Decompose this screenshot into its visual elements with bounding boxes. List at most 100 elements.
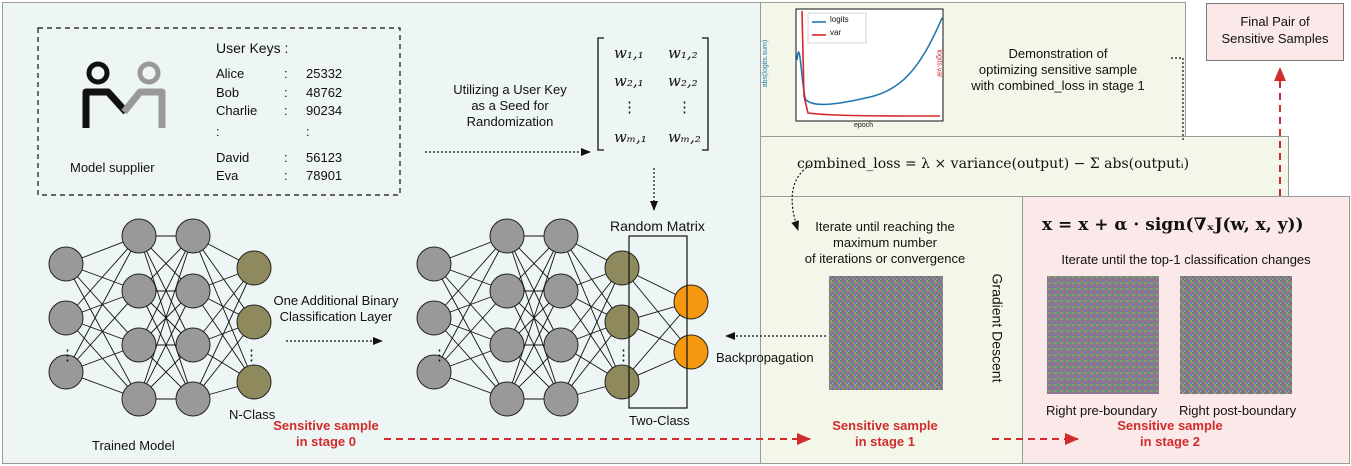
user-name: David xyxy=(216,150,250,165)
network-edge xyxy=(506,235,562,346)
plot-legend-var: var xyxy=(830,28,842,37)
demo-line1: Demonstration of xyxy=(1008,46,1108,61)
user-key: 78901 xyxy=(306,168,343,183)
dots: ⋮ xyxy=(616,347,631,364)
network-node xyxy=(121,218,157,254)
demo-line3: with combined_loss in stage 1 xyxy=(971,78,1145,93)
network-edge xyxy=(621,301,692,383)
random-matrix-label: Random Matrix xyxy=(610,218,705,234)
key-separator: : xyxy=(284,66,288,81)
network-node xyxy=(416,354,452,390)
network-edge xyxy=(560,267,623,400)
matrix-entry: wₘ,₂ xyxy=(668,128,701,146)
user-key: 48762 xyxy=(306,85,343,100)
network-node xyxy=(236,304,272,340)
stage1-iterate-1: Iterate until reaching the xyxy=(815,219,955,234)
final-pair-box xyxy=(1206,3,1344,61)
plot-xlabel: epoch xyxy=(854,122,874,129)
user-key: 56123 xyxy=(306,150,343,165)
extended-network xyxy=(416,218,709,417)
matrix-entry: w₁,₂ xyxy=(668,44,698,62)
stage2-caption-2: in stage 2 xyxy=(1140,434,1200,449)
network-edge xyxy=(138,235,194,346)
key-separator: : xyxy=(284,168,288,183)
seed-caption-1: Utilizing a User Key xyxy=(453,82,567,97)
matrix-entry: ⋮ xyxy=(622,98,637,116)
matrix-left-bracket xyxy=(597,37,604,151)
plot-ylabel-right: logits.var xyxy=(935,49,943,78)
network-edge xyxy=(433,290,508,373)
network-edge xyxy=(621,267,692,353)
network-node xyxy=(604,304,640,340)
dots: ⋮ xyxy=(244,347,259,364)
fgsm-formula: x = x + α · sign(∇ₓJ(w, x, y)) xyxy=(1042,215,1304,235)
network-node xyxy=(416,246,452,282)
plot-legend-logits: logits xyxy=(830,15,849,24)
pre-boundary-image xyxy=(1047,276,1159,394)
key-separator: : xyxy=(284,103,288,118)
network-edge xyxy=(560,290,623,383)
combined-loss-formula: combined_loss = λ × variance(output) − Σ… xyxy=(797,156,1190,172)
network-edge xyxy=(433,235,508,373)
network-node xyxy=(489,327,525,363)
network-edge xyxy=(138,290,194,400)
key-ellipsis-name: : xyxy=(216,124,220,139)
two-class-box xyxy=(628,235,688,409)
network-node xyxy=(543,273,579,309)
key-separator: : xyxy=(284,85,288,100)
dots: ⋮ xyxy=(60,347,75,364)
network-edge xyxy=(560,235,623,383)
network-node xyxy=(543,327,579,363)
user-key: 25332 xyxy=(306,66,343,81)
network-node xyxy=(489,381,525,417)
network-node xyxy=(543,381,579,417)
two-class-label: Two-Class xyxy=(629,413,690,428)
n-class-label: N-Class xyxy=(229,407,276,422)
stage1-caption-2: in stage 1 xyxy=(855,434,915,449)
network-node xyxy=(175,218,211,254)
network-node xyxy=(416,300,452,336)
network-edge xyxy=(65,235,140,319)
network-node xyxy=(175,381,211,417)
seed-caption-3: Randomization xyxy=(466,114,554,129)
network-edge xyxy=(506,290,562,400)
demo-plot xyxy=(795,8,944,122)
network-node xyxy=(604,364,640,400)
matrix-entry: wₘ,₁ xyxy=(614,128,647,146)
add-layer-line2: Classification Layer xyxy=(279,309,393,324)
network-edge xyxy=(192,235,255,323)
seed-caption-2: as a Seed for xyxy=(471,98,549,113)
trained-model-network xyxy=(48,218,272,417)
network-edge xyxy=(560,235,623,323)
network-edge xyxy=(192,290,255,383)
stage1-iterate-2: maximum number xyxy=(832,235,938,250)
network-node xyxy=(489,218,525,254)
user-name: Charlie xyxy=(216,103,258,118)
network-node xyxy=(48,246,84,282)
user-keys-box xyxy=(37,27,401,196)
matrix-entry: w₁,₁ xyxy=(614,44,644,62)
network-node xyxy=(48,300,84,336)
stage1-sample-image xyxy=(829,276,943,390)
network-node xyxy=(236,364,272,400)
user-name: Bob xyxy=(216,85,240,100)
user-name: Alice xyxy=(216,66,245,81)
network-node xyxy=(604,250,640,286)
plot-ylabel-left: abs(logits.sum) xyxy=(762,39,770,88)
network-edge xyxy=(65,235,140,373)
network-edge xyxy=(138,235,194,400)
network-node xyxy=(175,327,211,363)
stage1-iterate-3: of iterations or convergence xyxy=(804,251,966,266)
network-node xyxy=(236,250,272,286)
matrix-entry: w₂,₂ xyxy=(668,72,698,90)
network-edge xyxy=(433,235,508,319)
matrix-entry: w₂,₁ xyxy=(614,72,644,90)
stage0-caption-2: in stage 0 xyxy=(296,434,356,449)
network-edge xyxy=(65,290,140,373)
model-supplier-label: Model supplier xyxy=(70,160,155,175)
demo-line2: optimizing sensitive sample xyxy=(978,62,1138,77)
post-boundary-image xyxy=(1180,276,1292,394)
network-node xyxy=(175,273,211,309)
stage2-iterate: Iterate until the top-1 classification c… xyxy=(1061,252,1311,267)
